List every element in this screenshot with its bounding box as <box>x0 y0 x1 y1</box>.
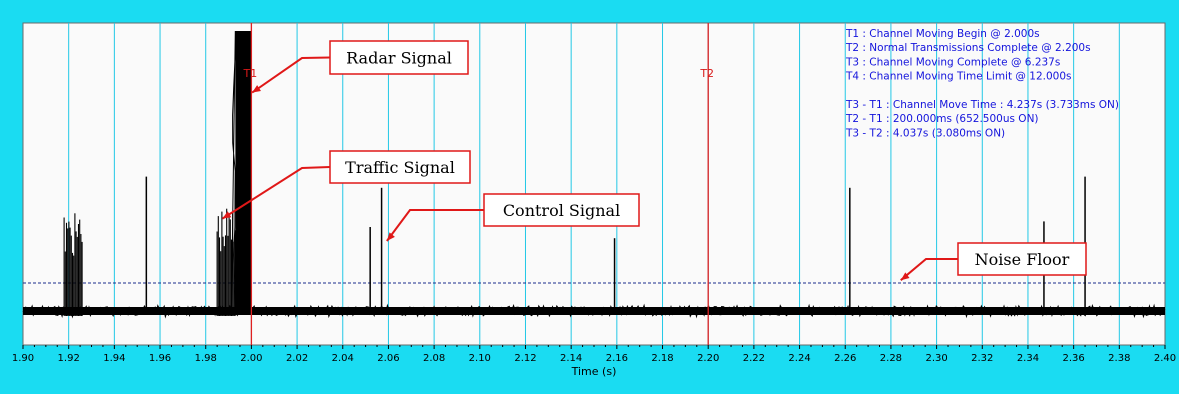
x-tick-label: 2.00 <box>240 353 262 364</box>
x-tick-label: 2.06 <box>377 353 399 364</box>
x-tick-label: 2.26 <box>834 353 856 364</box>
info-line: T3 - T1 : Channel Move Time : 4.237s (3.… <box>845 99 1119 111</box>
callout-box <box>483 193 640 227</box>
callout-arrowhead <box>252 85 261 93</box>
callout-box <box>329 40 469 75</box>
x-tick-label: 1.92 <box>58 353 80 364</box>
timing-info-text: T1 : Channel Moving Begin @ 2.000s T2 : N… <box>845 28 1119 139</box>
x-tick-label: 2.38 <box>1108 353 1130 364</box>
info-line: T4 : Channel Moving Time Limit @ 12.000s <box>845 71 1071 83</box>
info-line: T3 : Channel Moving Complete @ 6.237s <box>845 56 1060 68</box>
x-tick-label: 2.28 <box>880 353 902 364</box>
callout-arrowhead <box>222 211 232 219</box>
x-tick-label: 2.36 <box>1063 353 1085 364</box>
signal-bursts <box>63 30 252 316</box>
callout-arrowhead <box>386 232 395 241</box>
marker-label-t2: T2 <box>699 67 714 80</box>
callout-label: Noise Floor <box>975 250 1070 269</box>
noise-floor-band <box>23 307 1165 315</box>
x-tick-label: 1.94 <box>103 353 125 364</box>
x-tick-label: 2.04 <box>332 353 354 364</box>
callout-label: Traffic Signal <box>345 158 455 177</box>
callout-label: Control Signal <box>503 201 620 220</box>
x-tick-label: 2.16 <box>606 353 628 364</box>
callout-leader <box>900 258 958 281</box>
x-tick-label: 2.14 <box>560 353 582 364</box>
info-line: T1 : Channel Moving Begin @ 2.000s <box>845 28 1040 40</box>
x-tick-label: 2.22 <box>743 353 765 364</box>
x-axis: 1.90 1.92 1.94 1.96 1.98 2.00 2.02 2.04 2.06 2.08… <box>12 345 1176 364</box>
callout-leader <box>221 166 331 220</box>
x-tick-label: 2.02 <box>286 353 308 364</box>
x-tick-label: 2.32 <box>971 353 993 364</box>
x-axis-title: Time (s) <box>571 365 617 378</box>
burst-radar <box>235 31 252 311</box>
x-tick-label: 1.96 <box>149 353 171 364</box>
x-tick-label: 2.20 <box>697 353 719 364</box>
callout-box <box>957 242 1087 276</box>
plot-area <box>22 22 1166 346</box>
callout-label: Radar Signal <box>346 49 452 68</box>
info-line: T3 - T2 : 4.037s (3.080ms ON) <box>845 127 1005 139</box>
x-tick-label: 2.24 <box>788 353 810 364</box>
x-tick-label: 2.40 <box>1154 353 1176 364</box>
info-line: T2 - T1 : 200.000ms (652.500us ON) <box>845 113 1039 125</box>
x-tick-label: 2.18 <box>651 353 673 364</box>
x-tick-label: 2.12 <box>514 353 536 364</box>
burst-radar-edge <box>230 30 236 312</box>
x-tick-label: 1.98 <box>195 353 217 364</box>
callout-box <box>329 150 471 184</box>
x-tick-label: 2.08 <box>423 353 445 364</box>
callout-leader <box>386 209 484 242</box>
callout-arrowhead <box>900 272 910 281</box>
x-tick-label: 2.30 <box>925 353 947 364</box>
info-line: T2 : Normal Transmissions Complete @ 2.2… <box>845 42 1091 54</box>
signal-callouts: Radar Signal Traffic Signal Control Signal… <box>221 40 1087 281</box>
marker-label-t1: T1 <box>243 67 258 80</box>
callout-leader <box>251 56 331 94</box>
x-tick-label: 1.90 <box>12 353 34 364</box>
x-tick-label: 2.10 <box>469 353 491 364</box>
x-tick-label: 2.34 <box>1017 353 1039 364</box>
time-markers: T1 T2 <box>243 23 714 345</box>
noise-floor-trace <box>22 282 1166 319</box>
